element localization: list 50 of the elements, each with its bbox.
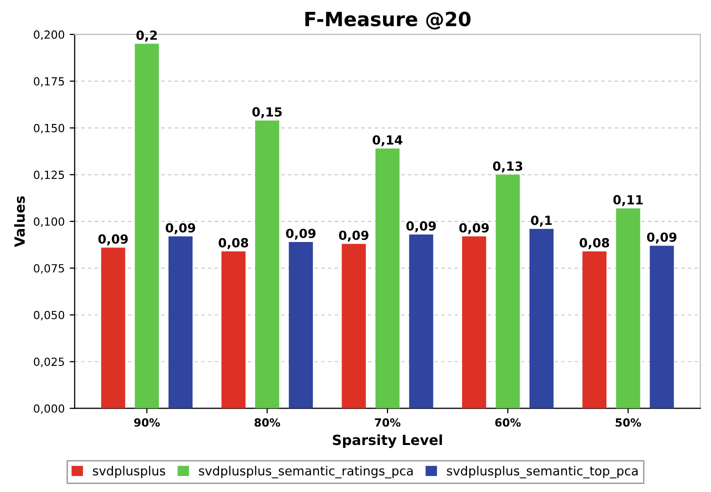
- y-tick-label: 0,050: [34, 310, 64, 320]
- y-tick-label: 0,075: [34, 264, 64, 274]
- x-tick-label: 60%: [495, 418, 521, 427]
- x-axis-title: Sparsity Level: [332, 434, 442, 448]
- y-tick-label: 0,200: [34, 30, 64, 40]
- data-label: 0,09: [406, 221, 436, 232]
- bar: [462, 236, 486, 408]
- bar: [255, 120, 280, 408]
- y-axis-title: Values: [14, 196, 25, 248]
- bar: [168, 236, 193, 408]
- y-tick-label: 0,025: [34, 358, 64, 368]
- data-label: 0,15: [252, 107, 282, 118]
- y-tick-label: 0,150: [34, 124, 64, 134]
- data-label: 0,2: [136, 30, 157, 42]
- data-label: 0,13: [492, 161, 522, 172]
- bar: [375, 148, 400, 408]
- x-tick-label: 50%: [616, 418, 642, 427]
- data-label: 0,09: [286, 228, 316, 240]
- chart-title: F-Measure @20: [305, 12, 470, 30]
- data-label: 0,09: [459, 223, 489, 234]
- x-tick-label: 80%: [254, 418, 280, 427]
- bar: [650, 246, 674, 408]
- data-label: 0,09: [338, 230, 368, 242]
- data-label: 0,1: [531, 216, 552, 227]
- y-tick-label: 0,000: [34, 404, 64, 414]
- data-label: 0,11: [613, 195, 643, 206]
- legend-label: svdplusplus: [92, 466, 166, 478]
- bar: [582, 251, 606, 408]
- data-label: 0,14: [372, 135, 402, 146]
- bar: [616, 208, 640, 408]
- bar: [496, 174, 520, 408]
- x-tick-label: 70%: [374, 418, 400, 427]
- data-label: 0,09: [647, 232, 676, 244]
- x-tick-label: 90%: [134, 418, 160, 427]
- data-label: 0,09: [98, 234, 128, 246]
- data-label: 0,08: [580, 238, 610, 250]
- bar: [342, 244, 366, 408]
- legend-label: svdplusplus_semantic_ratings_pca: [198, 466, 413, 478]
- y-tick-label: 0,175: [34, 77, 64, 87]
- data-label: 0,09: [166, 223, 196, 234]
- bar: [409, 234, 434, 408]
- legend-label: svdplusplus_semantic_top_pca: [446, 466, 638, 478]
- bar: [529, 228, 554, 408]
- y-tick-label: 0,100: [34, 217, 64, 227]
- bar: [288, 242, 313, 408]
- bar: [101, 248, 126, 408]
- bar: [221, 251, 246, 408]
- data-label: 0,08: [218, 238, 248, 250]
- y-tick-label: 0,125: [34, 170, 64, 180]
- bar: [134, 44, 159, 408]
